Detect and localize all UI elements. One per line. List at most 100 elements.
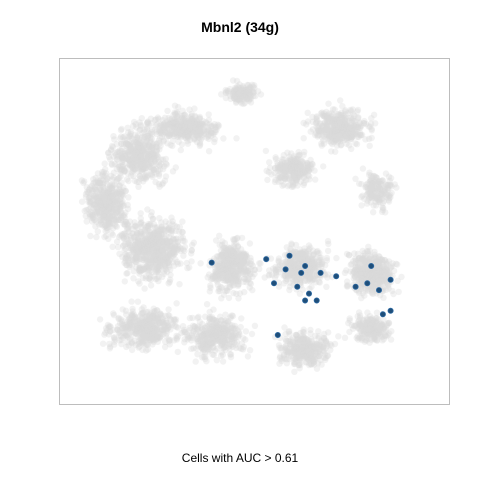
background-cell xyxy=(339,120,347,127)
background-cell xyxy=(108,146,115,153)
background-cell xyxy=(151,166,158,173)
background-cell xyxy=(98,216,105,224)
background-cell xyxy=(108,189,115,196)
background-cell xyxy=(109,182,116,190)
background-cell xyxy=(222,89,229,97)
background-cell xyxy=(141,134,149,141)
background-cell xyxy=(243,87,250,95)
background-cell xyxy=(334,128,341,135)
background-cell xyxy=(118,140,125,147)
background-cell xyxy=(137,138,144,146)
background-cell xyxy=(200,127,208,134)
background-cell xyxy=(144,132,152,140)
background-cell xyxy=(173,109,181,116)
background-cell xyxy=(318,128,325,135)
background-cell xyxy=(354,114,362,122)
background-cell xyxy=(196,127,204,135)
background-cell xyxy=(195,132,202,139)
background-cell xyxy=(354,106,362,114)
background-cell xyxy=(241,93,248,101)
background-cell xyxy=(109,187,116,195)
background-cell xyxy=(138,115,145,122)
background-cell xyxy=(374,190,381,197)
background-cell xyxy=(141,157,148,164)
background-cell xyxy=(153,121,161,128)
background-cell xyxy=(318,142,325,149)
background-cell xyxy=(327,122,335,130)
background-cell xyxy=(315,122,322,130)
background-cell xyxy=(148,171,156,179)
background-cell xyxy=(181,114,188,122)
background-cell xyxy=(332,127,339,134)
background-cell xyxy=(367,172,375,179)
background-cell xyxy=(309,118,316,125)
background-cell xyxy=(137,153,144,160)
background-cell xyxy=(111,136,118,143)
background-cell xyxy=(332,127,339,134)
background-cell xyxy=(155,170,163,177)
background-cell xyxy=(128,145,135,153)
background-cell xyxy=(91,185,99,192)
background-cell xyxy=(330,117,337,124)
background-cell xyxy=(330,119,337,126)
background-cell xyxy=(90,192,97,200)
background-cell xyxy=(165,132,173,139)
background-cell xyxy=(181,123,188,130)
background-cell xyxy=(121,218,128,226)
background-cell xyxy=(366,142,373,149)
background-cell xyxy=(134,134,141,141)
background-cell xyxy=(381,184,389,191)
background-cell xyxy=(177,134,185,141)
background-cell xyxy=(124,201,131,209)
background-cell xyxy=(335,132,342,139)
background-cell xyxy=(197,130,204,137)
background-cell xyxy=(194,314,201,322)
background-cell xyxy=(241,85,248,92)
background-cell xyxy=(245,85,252,93)
background-cell xyxy=(297,354,305,362)
background-cell xyxy=(157,142,164,150)
background-cell xyxy=(91,183,99,191)
background-cell xyxy=(246,90,253,97)
background-cell xyxy=(347,124,354,131)
background-cell xyxy=(245,96,253,103)
background-cell xyxy=(143,151,150,158)
background-cell xyxy=(361,195,368,202)
background-cell xyxy=(348,131,355,138)
background-cell xyxy=(365,189,372,197)
background-cell xyxy=(346,142,353,149)
background-cell xyxy=(126,143,133,151)
background-cell xyxy=(226,85,234,93)
background-cell xyxy=(145,162,153,169)
background-cell xyxy=(140,266,147,274)
background-cell xyxy=(246,84,254,91)
background-cell xyxy=(319,112,327,119)
background-cell xyxy=(368,127,375,134)
background-cell xyxy=(232,258,239,265)
background-cell xyxy=(153,160,160,167)
background-cell xyxy=(192,124,199,131)
background-cell xyxy=(92,211,99,218)
background-cell xyxy=(105,187,112,194)
background-cell xyxy=(379,187,386,194)
background-cell xyxy=(251,270,258,278)
background-cell xyxy=(108,172,115,180)
background-cell xyxy=(118,166,125,173)
background-cell xyxy=(165,132,172,140)
background-cell xyxy=(127,130,134,137)
background-cell xyxy=(132,131,139,138)
background-cell xyxy=(153,145,161,153)
background-cell xyxy=(172,118,179,125)
background-cell xyxy=(186,106,193,113)
background-cell xyxy=(153,143,160,150)
background-cell xyxy=(194,134,202,141)
background-cell xyxy=(192,132,200,139)
background-cell xyxy=(185,127,192,134)
background-cell xyxy=(136,173,144,180)
background-cell xyxy=(153,152,161,159)
background-cell xyxy=(309,126,317,133)
background-cell xyxy=(99,184,107,191)
background-cell xyxy=(330,121,338,128)
background-cell xyxy=(325,115,332,122)
background-cell xyxy=(112,217,120,225)
